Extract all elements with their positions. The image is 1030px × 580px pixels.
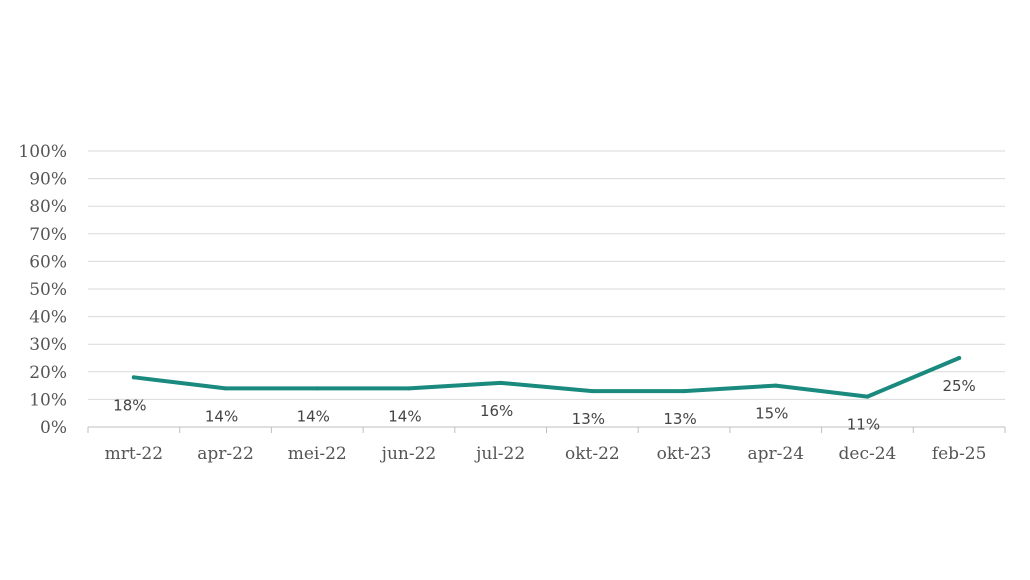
x-tick-label: okt-23 [657,444,712,464]
data-label: 13% [572,410,605,428]
data-point [773,383,778,388]
data-label: 25% [942,377,975,395]
y-axis: 0% 10% 20% 30% 40% 50% 60% 70% 80% 90% 100% [18,142,67,438]
x-tick-label: jul-22 [474,444,525,464]
x-tick-label: feb-25 [932,444,987,464]
data-point [315,386,320,391]
data-point [223,386,228,391]
gridlines [88,150,1005,428]
y-tick-label: 0% [40,418,67,438]
series-group [131,356,962,399]
series-line [131,356,962,399]
x-tick-label: mrt-22 [105,444,163,464]
y-tick-label: 20% [29,363,67,383]
data-label: 18% [113,396,146,414]
y-tick-label: 30% [29,335,67,355]
y-tick-label: 50% [29,280,67,300]
x-axis: mrt-22 apr-22 mei-22 jun-22 jul-22 okt-22 okt-… [87,427,1006,464]
data-point [865,394,870,399]
data-label: 11% [847,416,880,434]
x-tick-label: okt-22 [565,444,620,464]
x-tick-label: mei-22 [288,444,347,464]
data-label: 16% [480,402,513,420]
x-tick-label: dec-24 [839,444,897,464]
data-point [957,356,962,360]
data-labels: 18% 14% 14% 14% 16% 13% 13% 15% 11% 25% [113,377,976,434]
y-tick-label: 80% [29,197,67,217]
data-point [590,389,595,394]
x-tick-label: apr-22 [197,444,254,464]
x-tick-label: apr-24 [747,444,804,464]
data-label: 14% [388,407,421,425]
data-label: 15% [755,405,788,423]
data-point [131,375,136,380]
data-point [682,389,687,394]
data-label: 14% [297,407,330,425]
y-tick-label: 90% [29,170,67,190]
data-point [498,380,503,385]
y-tick-label: 10% [29,390,67,410]
data-point [406,386,411,391]
y-tick-label: 70% [29,225,67,245]
data-label: 13% [663,410,696,428]
y-tick-label: 100% [18,142,67,162]
y-tick-label: 60% [29,252,67,272]
data-label: 14% [205,407,238,425]
y-tick-label: 40% [29,308,67,328]
x-tick-label: jun-22 [380,444,437,464]
